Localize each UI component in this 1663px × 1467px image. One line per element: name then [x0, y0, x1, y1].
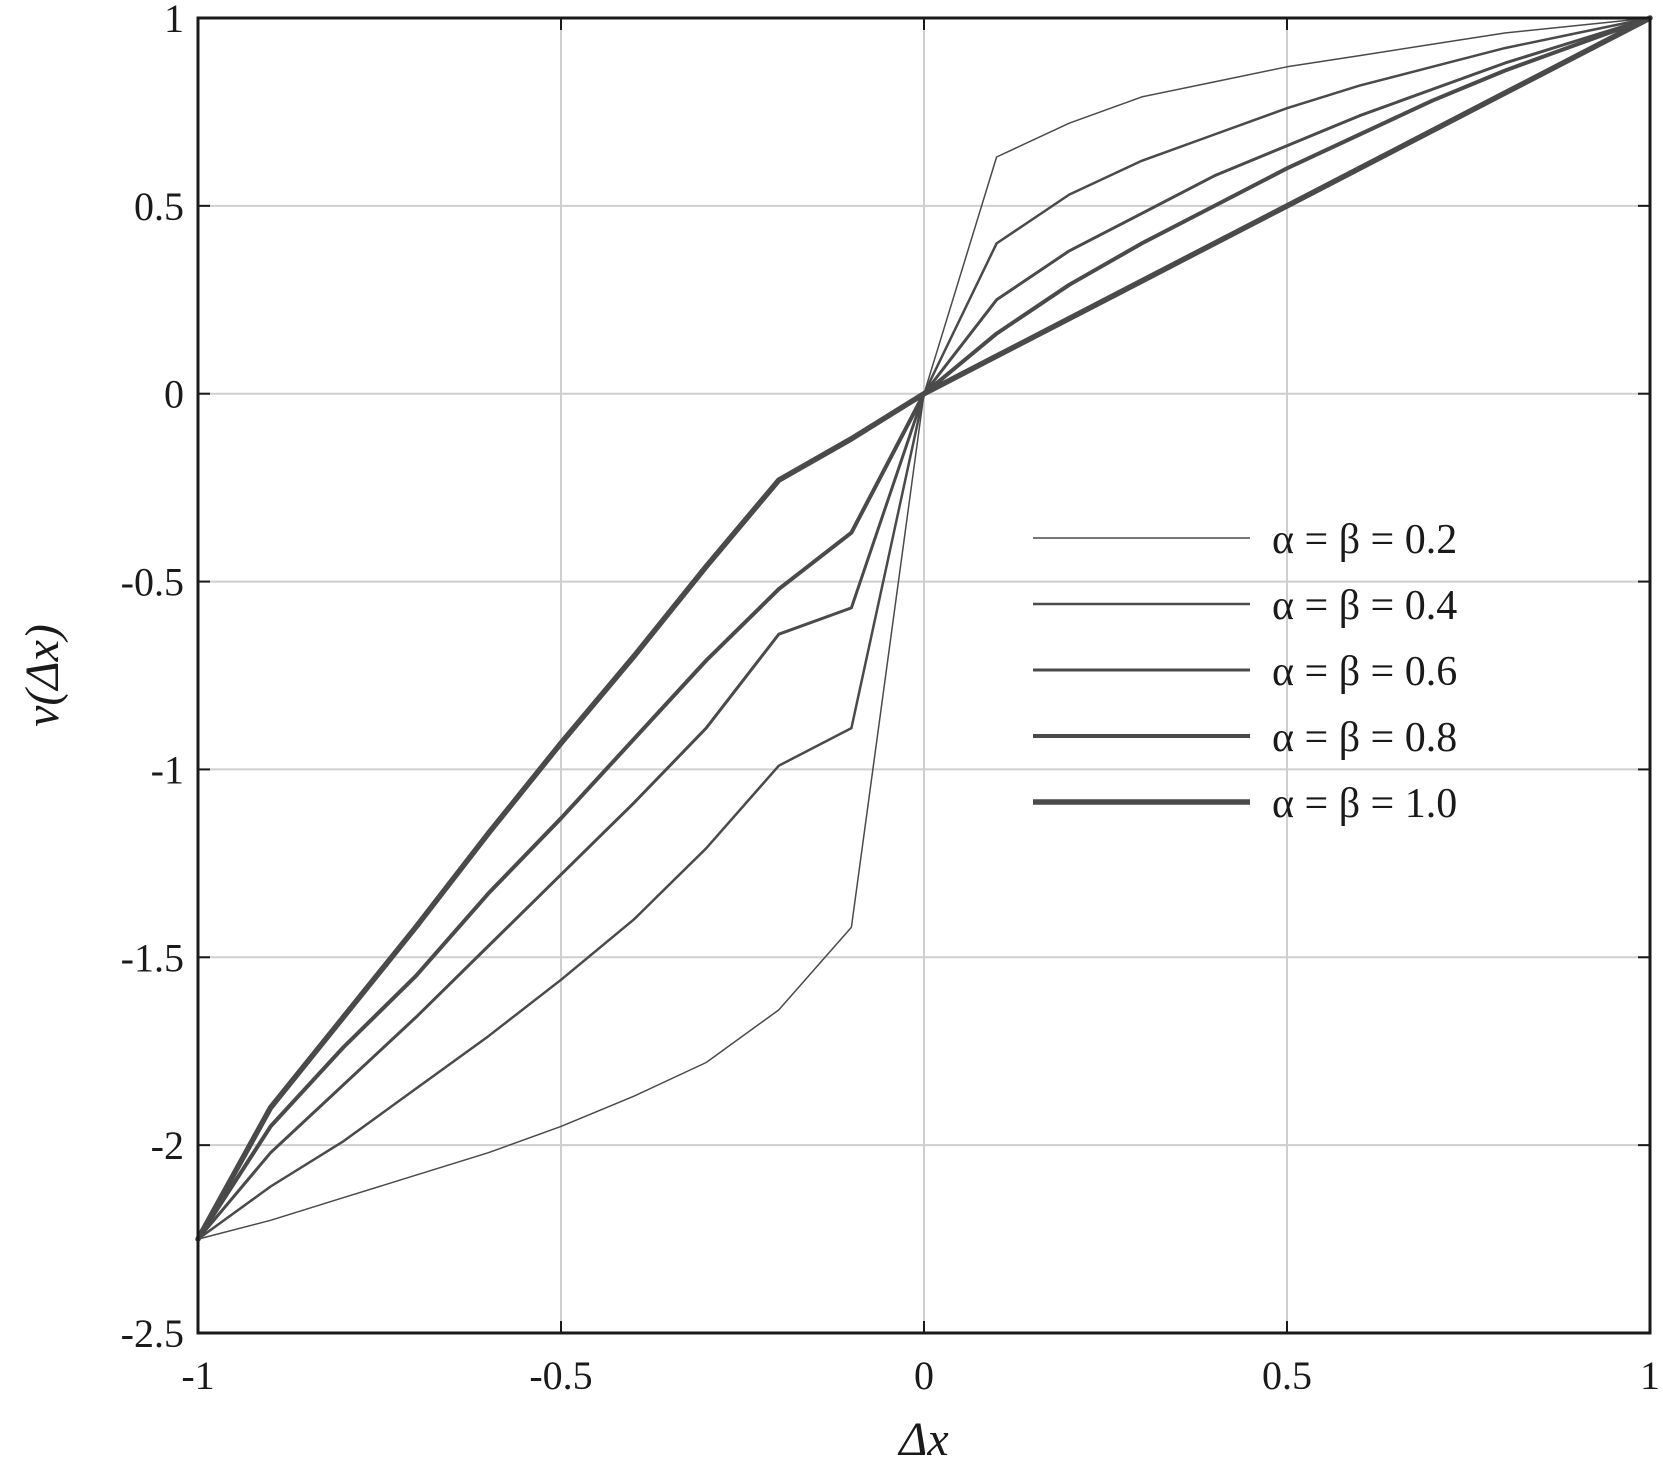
y-tick-label: -2.5 — [121, 1311, 184, 1356]
x-tick-label: -0.5 — [529, 1353, 592, 1398]
y-tick-label: 1 — [164, 0, 184, 41]
y-tick-label: -0.5 — [121, 560, 184, 605]
legend-label: α = β = 0.8 — [1272, 715, 1457, 761]
legend-label: α = β = 1.0 — [1272, 781, 1457, 827]
legend-label: α = β = 0.4 — [1272, 583, 1457, 629]
y-tick-label: 0.5 — [134, 184, 184, 229]
y-axis-ticks: -2.5 -2 -1.5 -1 -0.5 0 0.5 1 — [121, 0, 1650, 1356]
x-tick-label: 0.5 — [1262, 1353, 1312, 1398]
legend-label: α = β = 0.6 — [1272, 649, 1457, 695]
legend-label: α = β = 0.2 — [1272, 517, 1457, 563]
series-line-5 — [195, 15, 1653, 1242]
x-tick-label: -1 — [181, 1353, 214, 1398]
x-tick-label: 1 — [1640, 1353, 1660, 1398]
legend: α = β = 0.2 α = β = 0.4 α = β = 0.6 α = β =… — [1033, 517, 1457, 827]
x-axis-label: Δx — [897, 1413, 948, 1466]
x-axis-ticks: -1 -0.5 0 0.5 1 — [181, 18, 1660, 1398]
y-tick-label: -1.5 — [121, 935, 184, 980]
grid-lines — [198, 18, 1650, 1333]
y-axis-label: v(Δx) — [16, 624, 69, 727]
series-lines — [195, 15, 1653, 1242]
y-tick-label: -2 — [151, 1123, 184, 1168]
x-tick-label: 0 — [914, 1353, 934, 1398]
y-tick-label: -1 — [151, 747, 184, 792]
y-tick-label: 0 — [164, 372, 184, 417]
